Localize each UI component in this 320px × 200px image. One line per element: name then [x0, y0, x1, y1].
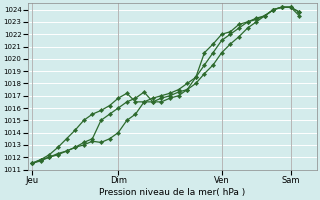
X-axis label: Pression niveau de la mer( hPa ): Pression niveau de la mer( hPa ) [99, 188, 245, 197]
